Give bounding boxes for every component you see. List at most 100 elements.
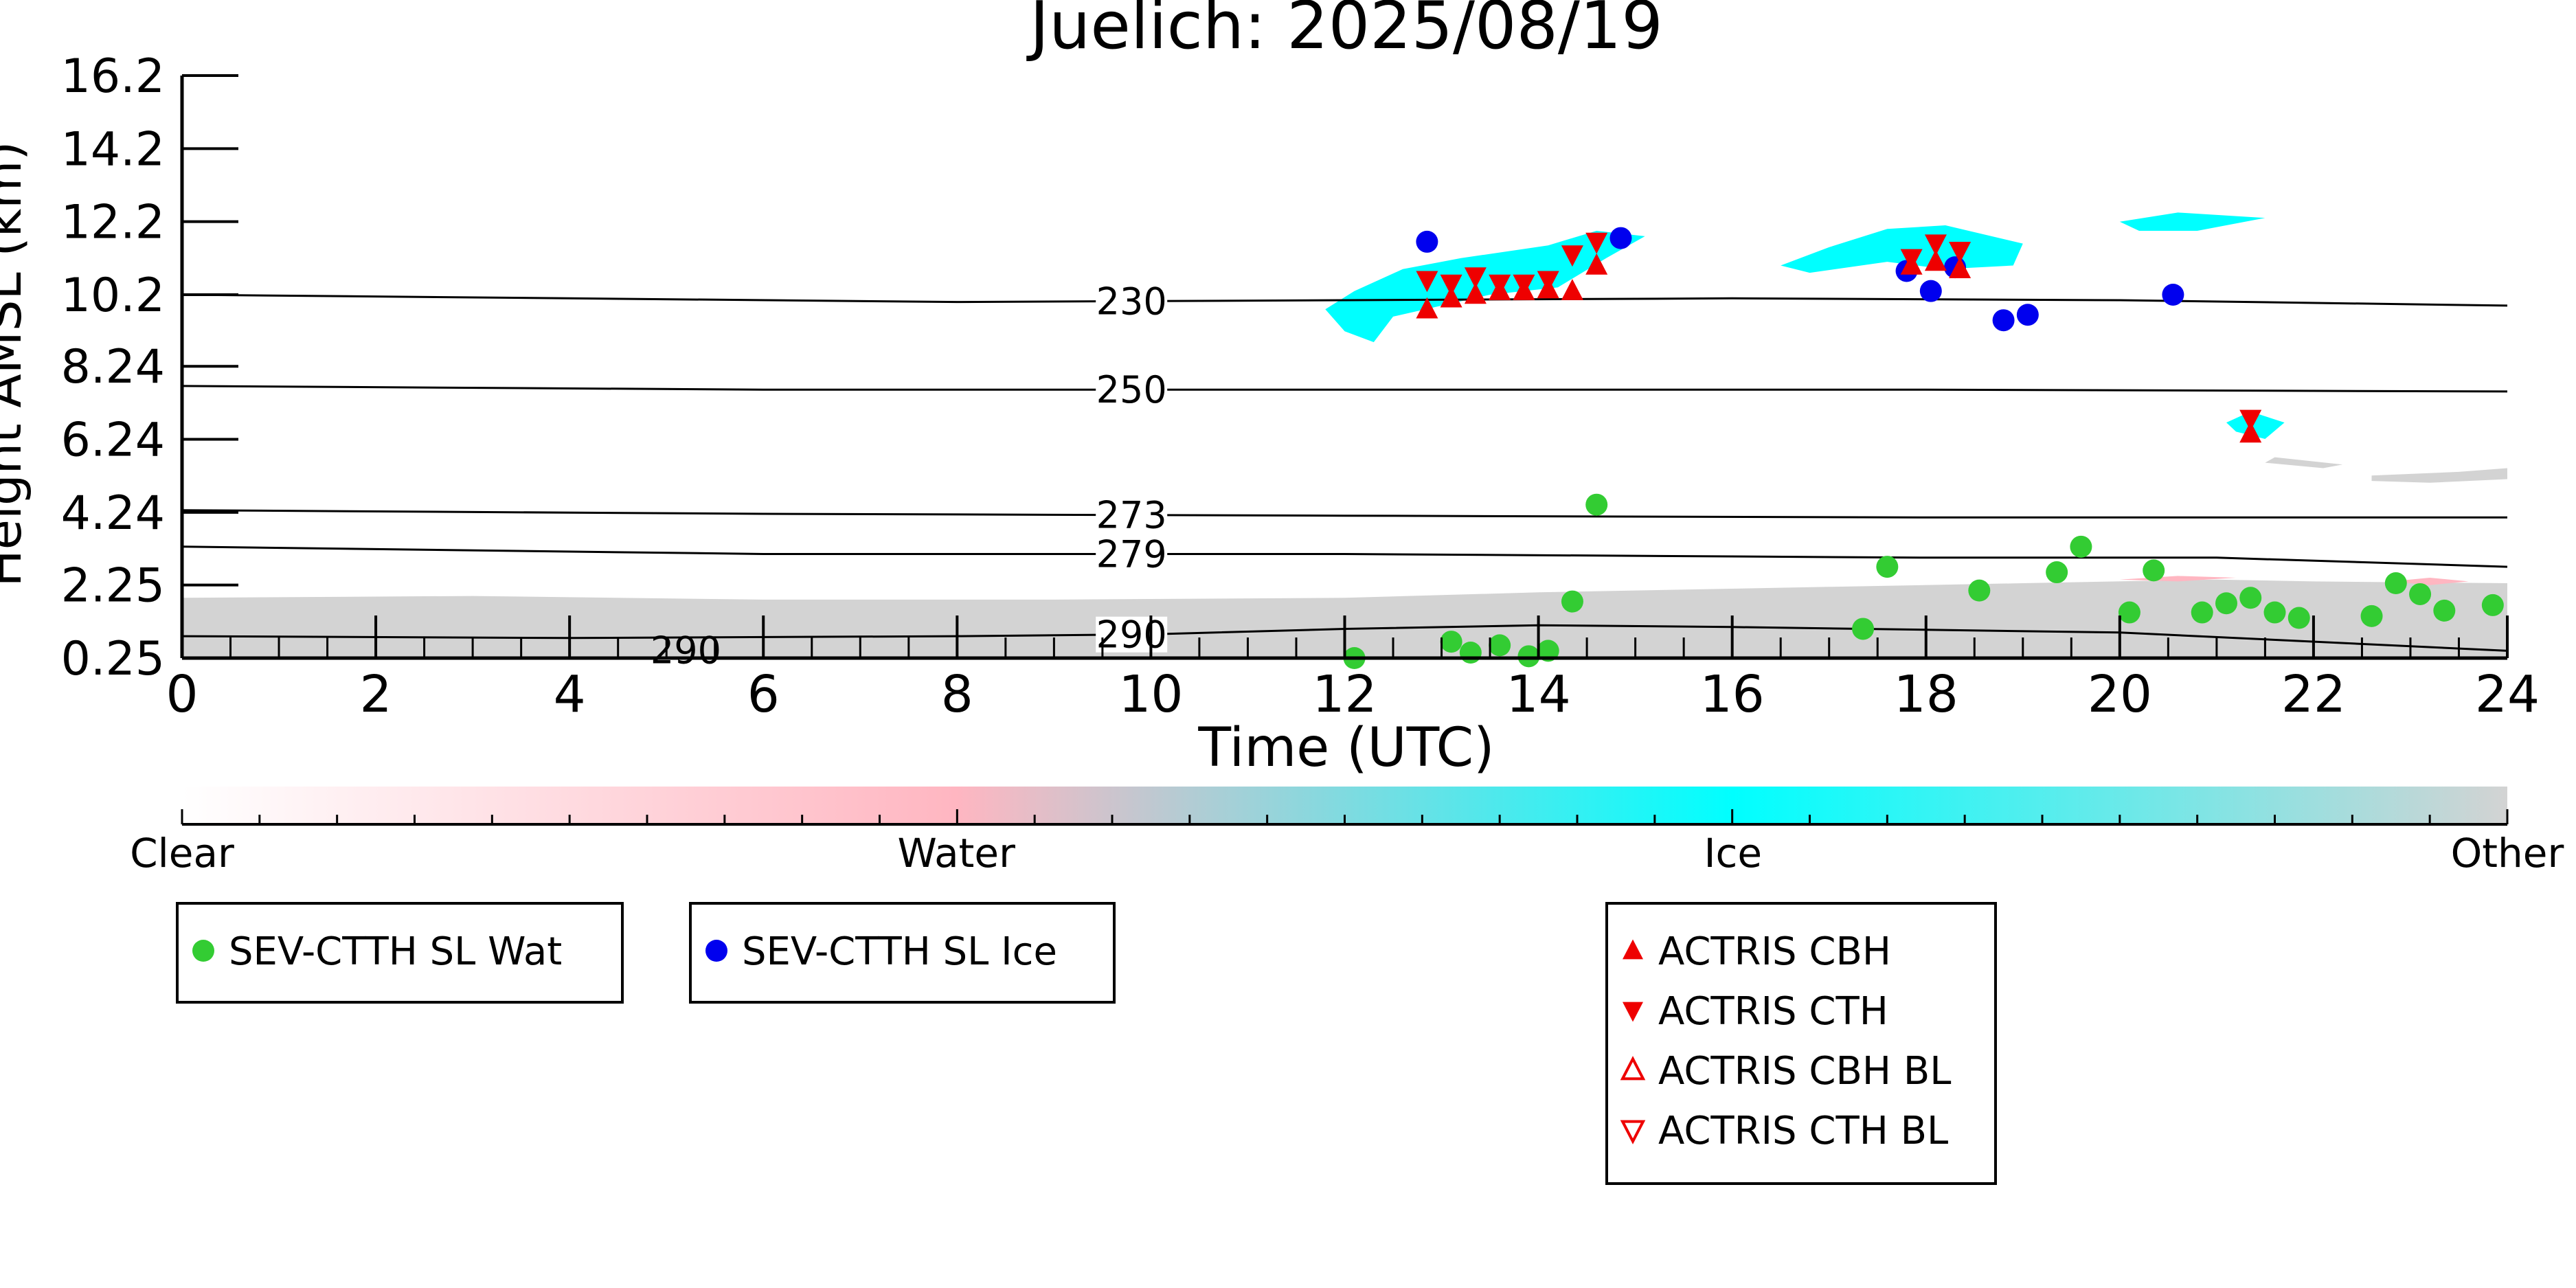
isotherm-label: 290	[651, 629, 721, 672]
sev-ctth-sl-wat-point	[2239, 587, 2262, 609]
isotherm-273	[181, 509, 2507, 519]
actris-cbh-point	[1924, 249, 1947, 271]
x-tick-label: 12	[1312, 665, 1377, 724]
sev-ctth-sl-wat-point	[2481, 594, 2504, 616]
isotherm-label: 230	[1096, 280, 1167, 323]
y-axis-label: Height AMSL (km)	[0, 142, 32, 587]
isotherm-label-bg	[1096, 283, 1168, 319]
colorbar-label: Other	[2451, 830, 2564, 877]
sev-ctth-sl-wat-point	[1440, 631, 1462, 653]
actris-cbh-point	[1561, 279, 1583, 300]
actris-cbh-point	[1440, 286, 1462, 308]
actris-cth-point	[1924, 234, 1947, 256]
sev-ctth-sl-wat-point	[1459, 642, 1482, 664]
y-tick-label: 4.24	[61, 486, 165, 541]
x-tick-label: 2	[360, 665, 392, 724]
legend-label: ACTRIS CTH BL	[1658, 1109, 1948, 1153]
x-tick-label: 16	[1700, 665, 1765, 724]
y-tick-label: 6.24	[61, 414, 165, 468]
actris-cth-point	[1464, 267, 1487, 289]
y-tick-label: 0.25	[61, 632, 165, 686]
classification-region-ice	[1325, 231, 1645, 343]
sev-ctth-sl-ice-point	[1919, 280, 1942, 302]
legend-marker-actris-cbh-bl	[1620, 1056, 1646, 1081]
x-tick-label: 14	[1506, 665, 1570, 724]
sev-ctth-sl-wat-point	[2263, 601, 2286, 624]
y-tick-label: 14.2	[61, 122, 165, 177]
colorbar: Clear Water Ice Other	[130, 787, 2564, 877]
actris-cbh-point	[1949, 257, 1971, 278]
sev-ctth-sl-ice-point	[2162, 283, 2184, 306]
x-tick-label: 22	[2281, 665, 2346, 724]
x-tick-label: 8	[941, 665, 973, 724]
sev-ctth-sl-wat-point	[2046, 561, 2068, 584]
isotherm-label: 279	[1096, 532, 1167, 576]
legend-marker-actris-cbh	[1623, 939, 1643, 960]
sev-ctth-sl-wat-point	[1517, 645, 1540, 668]
classification-region-ice	[2226, 411, 2285, 439]
sev-ctth-sl-wat-point	[1489, 634, 1511, 657]
sev-ctth-sl-wat-point	[2433, 599, 2456, 622]
sev-ctth-sl-wat-point	[1561, 590, 1583, 613]
isotherm-250	[181, 385, 2508, 393]
sev-ctth-sl-wat-point	[2143, 559, 2165, 582]
legend-marker-actris-cth	[1623, 1002, 1643, 1022]
colorbar-label: Water	[897, 830, 1015, 877]
legend-box	[689, 902, 1116, 1004]
sev-ctth-sl-wat-point	[1876, 556, 1899, 578]
sev-ctth-sl-wat-point	[1585, 493, 1608, 516]
legend-label: ACTRIS CTH	[1658, 989, 1888, 1034]
actris-cth-point	[1585, 232, 1608, 254]
classification-region-other	[2265, 457, 2343, 468]
x-tick-label: 24	[2475, 665, 2540, 724]
y-tick-label: 10.2	[61, 269, 165, 323]
sev-ctth-sl-wat-point	[2409, 583, 2432, 605]
x-tick-label: 18	[1894, 665, 1958, 724]
isotherm-label-bg	[1096, 372, 1168, 408]
isotherm-label: 273	[1096, 494, 1167, 537]
classification-region-other	[2371, 468, 2507, 483]
x-tick-label: 6	[747, 665, 780, 724]
colorbar-label: Clear	[130, 830, 234, 877]
sev-ctth-sl-wat-point	[2191, 601, 2213, 624]
actris-cth-point	[1513, 274, 1535, 296]
legend-marker-sev-ctth-sl-ice	[705, 940, 727, 962]
isotherm-label: 250	[1096, 368, 1167, 411]
y-tick-label: 2.25	[61, 559, 165, 613]
legend-marker-sev-ctth-sl-wat	[192, 940, 214, 962]
actris-cbh-point	[1416, 297, 1438, 319]
sev-ctth-sl-wat-point	[2215, 592, 2237, 615]
sev-ctth-sl-ice-point	[1416, 230, 1438, 253]
legend-box	[176, 902, 624, 1004]
legend-label: SEV-CTTH SL Wat	[229, 929, 562, 974]
sev-ctth-sl-ice-point	[2016, 304, 2039, 326]
actris-cth-point	[2239, 409, 2262, 431]
legend-label: ACTRIS CBH	[1658, 929, 1891, 974]
isotherm-label-bg	[1096, 497, 1168, 533]
actris-cth-point	[1900, 249, 1923, 271]
sev-ctth-sl-ice-point	[1609, 227, 1632, 249]
y-tick-label: 8.24	[61, 340, 165, 394]
legend-marker-actris-cth-bl	[1620, 1120, 1646, 1144]
legend-label: SEV-CTTH SL Ice	[742, 929, 1057, 974]
isotherm-230	[181, 293, 2508, 307]
actris-cth-point	[1440, 274, 1462, 296]
sev-ctth-sl-wat-point	[1968, 579, 1991, 602]
colorbar-label: Ice	[1704, 830, 1762, 877]
actris-cth-point	[1561, 245, 1583, 267]
sev-ctth-sl-wat-point	[2070, 535, 2092, 558]
isotherm-label-bg	[1096, 616, 1168, 653]
actris-cth-point	[1416, 271, 1438, 293]
sev-ctth-sl-ice-point	[1992, 309, 2015, 332]
sev-ctth-sl-wat-point	[2360, 605, 2383, 627]
x-tick-label: 0	[166, 665, 198, 724]
legends: SEV-CTTH SL Wat SEV-CTTH SL Ice ACTRIS CBH…	[176, 902, 1997, 1185]
x-tick-label: 4	[554, 665, 586, 724]
isotherm-label-bg	[1096, 536, 1168, 572]
x-axis-label: Time (UTC)	[1197, 717, 1494, 779]
isotherm-279	[181, 545, 2508, 568]
y-tick-label: 12.2	[61, 196, 165, 250]
sev-ctth-sl-wat-point	[2118, 601, 2140, 624]
